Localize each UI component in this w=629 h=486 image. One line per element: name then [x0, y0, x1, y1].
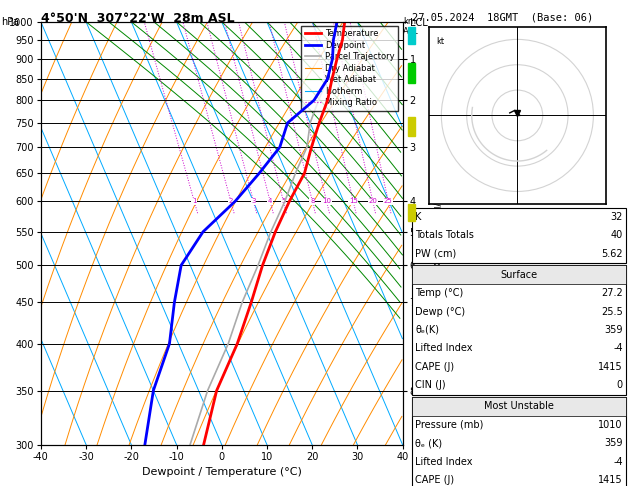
Text: 15: 15: [349, 198, 358, 204]
Text: 20: 20: [369, 198, 377, 204]
Text: 1: 1: [192, 198, 196, 204]
Text: K: K: [415, 212, 421, 222]
Text: θₑ (K): θₑ (K): [415, 438, 442, 448]
Text: 4: 4: [268, 198, 272, 204]
Text: Most Unstable: Most Unstable: [484, 401, 554, 411]
Text: 2: 2: [229, 198, 233, 204]
Text: Surface: Surface: [500, 270, 538, 279]
Text: Dewp (°C): Dewp (°C): [415, 307, 465, 316]
Y-axis label: Mixing Ratio (g/kg): Mixing Ratio (g/kg): [433, 187, 443, 279]
Text: hPa: hPa: [1, 17, 19, 27]
Text: CAPE (J): CAPE (J): [415, 362, 454, 372]
Text: 27.2: 27.2: [601, 288, 623, 298]
Text: 8: 8: [310, 198, 314, 204]
Text: kt: kt: [437, 37, 444, 47]
Text: 25: 25: [384, 198, 392, 204]
Text: 3: 3: [251, 198, 256, 204]
Text: 32: 32: [610, 212, 623, 222]
Legend: Temperature, Dewpoint, Parcel Trajectory, Dry Adiabat, Wet Adiabat, Isotherm, Mi: Temperature, Dewpoint, Parcel Trajectory…: [301, 26, 398, 111]
Text: Pressure (mb): Pressure (mb): [415, 420, 484, 430]
Text: 1415: 1415: [598, 362, 623, 372]
Text: -4: -4: [613, 344, 623, 353]
Text: 5: 5: [281, 198, 286, 204]
Text: CIN (J): CIN (J): [415, 381, 446, 390]
Text: 27.05.2024  18GMT  (Base: 06): 27.05.2024 18GMT (Base: 06): [412, 12, 593, 22]
Text: 40: 40: [611, 230, 623, 240]
Text: Lifted Index: Lifted Index: [415, 344, 472, 353]
Text: Temp (°C): Temp (°C): [415, 288, 464, 298]
Text: -4: -4: [613, 457, 623, 467]
Text: CAPE (J): CAPE (J): [415, 475, 454, 485]
Text: 25.5: 25.5: [601, 307, 623, 316]
Text: Totals Totals: Totals Totals: [415, 230, 474, 240]
Text: Lifted Index: Lifted Index: [415, 457, 472, 467]
Text: PW (cm): PW (cm): [415, 249, 457, 259]
Text: 0: 0: [616, 381, 623, 390]
Text: θₑ(K): θₑ(K): [415, 325, 439, 335]
Text: 5.62: 5.62: [601, 249, 623, 259]
Text: km
ASL: km ASL: [403, 17, 419, 35]
Text: 359: 359: [604, 438, 623, 448]
Text: 4°50'N  307°22'W  28m ASL: 4°50'N 307°22'W 28m ASL: [41, 12, 235, 25]
Text: 1010: 1010: [598, 420, 623, 430]
Text: 1415: 1415: [598, 475, 623, 485]
Text: 10: 10: [322, 198, 331, 204]
Text: 359: 359: [604, 325, 623, 335]
Text: © weatheronline.co.uk: © weatheronline.co.uk: [530, 474, 626, 484]
X-axis label: Dewpoint / Temperature (°C): Dewpoint / Temperature (°C): [142, 467, 302, 477]
